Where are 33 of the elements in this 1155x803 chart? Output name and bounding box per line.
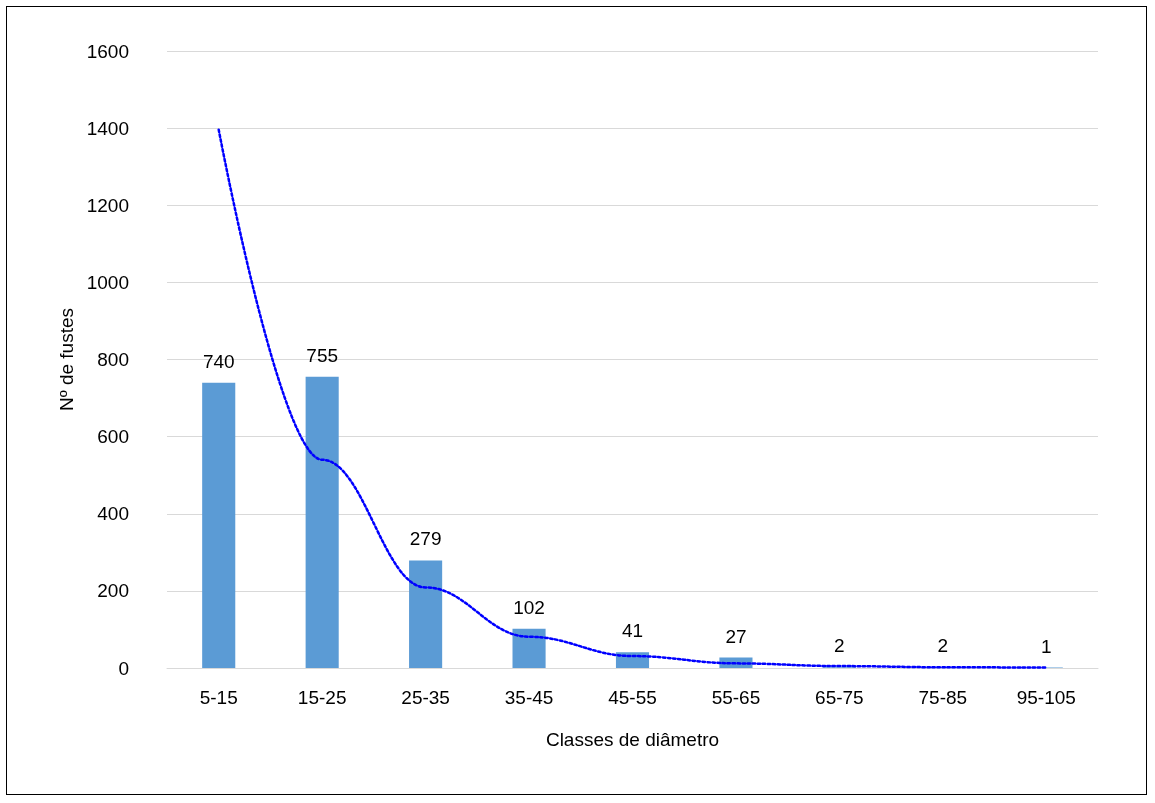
y-tick-label: 600 [97, 426, 129, 448]
bar [512, 628, 546, 668]
x-axis-title: Classes de diâmetro [545, 729, 720, 750]
y-axis-title: Nº de fustes [55, 307, 77, 412]
data-label: 102 [513, 596, 545, 618]
data-label: 279 [409, 528, 442, 550]
x-tick-label: 35-45 [504, 687, 554, 708]
x-tick-label: 25-35 [401, 687, 450, 708]
y-tick-label: 0 [118, 657, 129, 679]
y-tick-label: 200 [97, 580, 129, 602]
x-tick-label: 45-55 [608, 687, 657, 708]
x-tick-label: 55-65 [711, 687, 761, 708]
x-tick-label: 15-25 [297, 687, 347, 708]
y-tick-label: 1200 [86, 194, 129, 216]
data-label: 755 [306, 344, 339, 366]
x-tick-label: 65-75 [815, 687, 864, 708]
bar [202, 382, 236, 668]
data-label: 2 [937, 635, 949, 657]
y-tick-label: 1000 [86, 271, 129, 293]
bar [409, 560, 443, 668]
y-tick-label: 800 [97, 349, 129, 370]
data-label: 2 [834, 635, 845, 657]
x-tick-label: 75-85 [918, 687, 968, 708]
y-tick-label: 1400 [86, 117, 129, 139]
y-tick-label: 400 [97, 503, 129, 525]
y-tick-label: 1600 [86, 40, 129, 62]
x-tick-label: 5-15 [199, 687, 238, 708]
data-label: 1 [1040, 635, 1052, 657]
bar [305, 376, 339, 668]
x-tick-label: 95-105 [1016, 687, 1076, 708]
data-label: 740 [202, 350, 235, 372]
data-label: 41 [621, 620, 644, 642]
data-label: 27 [725, 625, 747, 647]
